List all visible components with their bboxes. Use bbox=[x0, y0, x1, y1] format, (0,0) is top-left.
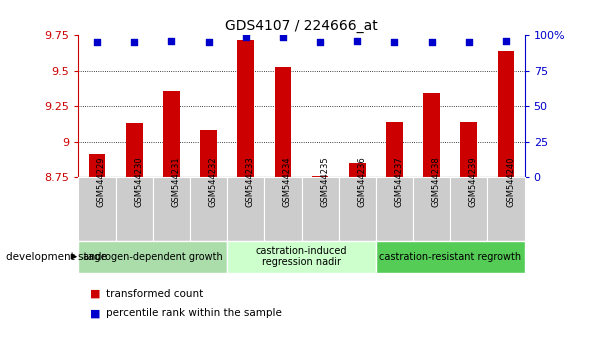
Text: GSM544232: GSM544232 bbox=[209, 157, 218, 207]
Bar bbox=[200, 130, 217, 177]
Point bbox=[92, 40, 102, 45]
Text: GSM544234: GSM544234 bbox=[283, 157, 292, 207]
Bar bbox=[163, 91, 180, 177]
Text: GSM544240: GSM544240 bbox=[506, 157, 515, 207]
Bar bbox=[312, 176, 329, 177]
Point bbox=[427, 40, 437, 45]
Point bbox=[464, 40, 474, 45]
Point bbox=[278, 34, 288, 40]
Point bbox=[204, 40, 213, 45]
Point bbox=[166, 38, 176, 44]
Text: GSM544237: GSM544237 bbox=[394, 157, 403, 207]
Text: GSM544235: GSM544235 bbox=[320, 157, 329, 207]
Point bbox=[315, 40, 325, 45]
Bar bbox=[386, 122, 403, 177]
Text: GSM544236: GSM544236 bbox=[357, 157, 366, 207]
Bar bbox=[349, 163, 365, 177]
Text: transformed count: transformed count bbox=[106, 289, 203, 299]
Text: development stage: development stage bbox=[6, 252, 107, 262]
Bar bbox=[238, 40, 254, 177]
Bar bbox=[126, 123, 142, 177]
Text: GSM544233: GSM544233 bbox=[246, 157, 254, 207]
Point bbox=[241, 34, 251, 40]
Text: ■: ■ bbox=[90, 289, 101, 299]
Text: percentile rank within the sample: percentile rank within the sample bbox=[106, 308, 282, 318]
Bar bbox=[423, 93, 440, 177]
Text: GSM544238: GSM544238 bbox=[432, 157, 441, 207]
Point bbox=[501, 38, 511, 44]
Point bbox=[352, 38, 362, 44]
Title: GDS4107 / 224666_at: GDS4107 / 224666_at bbox=[225, 19, 378, 33]
Text: ■: ■ bbox=[90, 308, 101, 318]
Bar bbox=[89, 154, 106, 177]
Text: GSM544239: GSM544239 bbox=[469, 157, 478, 207]
Bar bbox=[461, 122, 477, 177]
Bar bbox=[497, 51, 514, 177]
Text: castration-resistant regrowth: castration-resistant regrowth bbox=[379, 252, 522, 262]
Text: GSM544231: GSM544231 bbox=[171, 157, 180, 207]
Point bbox=[130, 40, 139, 45]
Text: androgen-dependent growth: androgen-dependent growth bbox=[83, 252, 223, 262]
Text: GSM544229: GSM544229 bbox=[97, 157, 106, 207]
Bar bbox=[274, 67, 291, 177]
Point bbox=[390, 40, 399, 45]
Text: GSM544230: GSM544230 bbox=[134, 157, 143, 207]
Text: castration-induced
regression nadir: castration-induced regression nadir bbox=[256, 246, 347, 268]
